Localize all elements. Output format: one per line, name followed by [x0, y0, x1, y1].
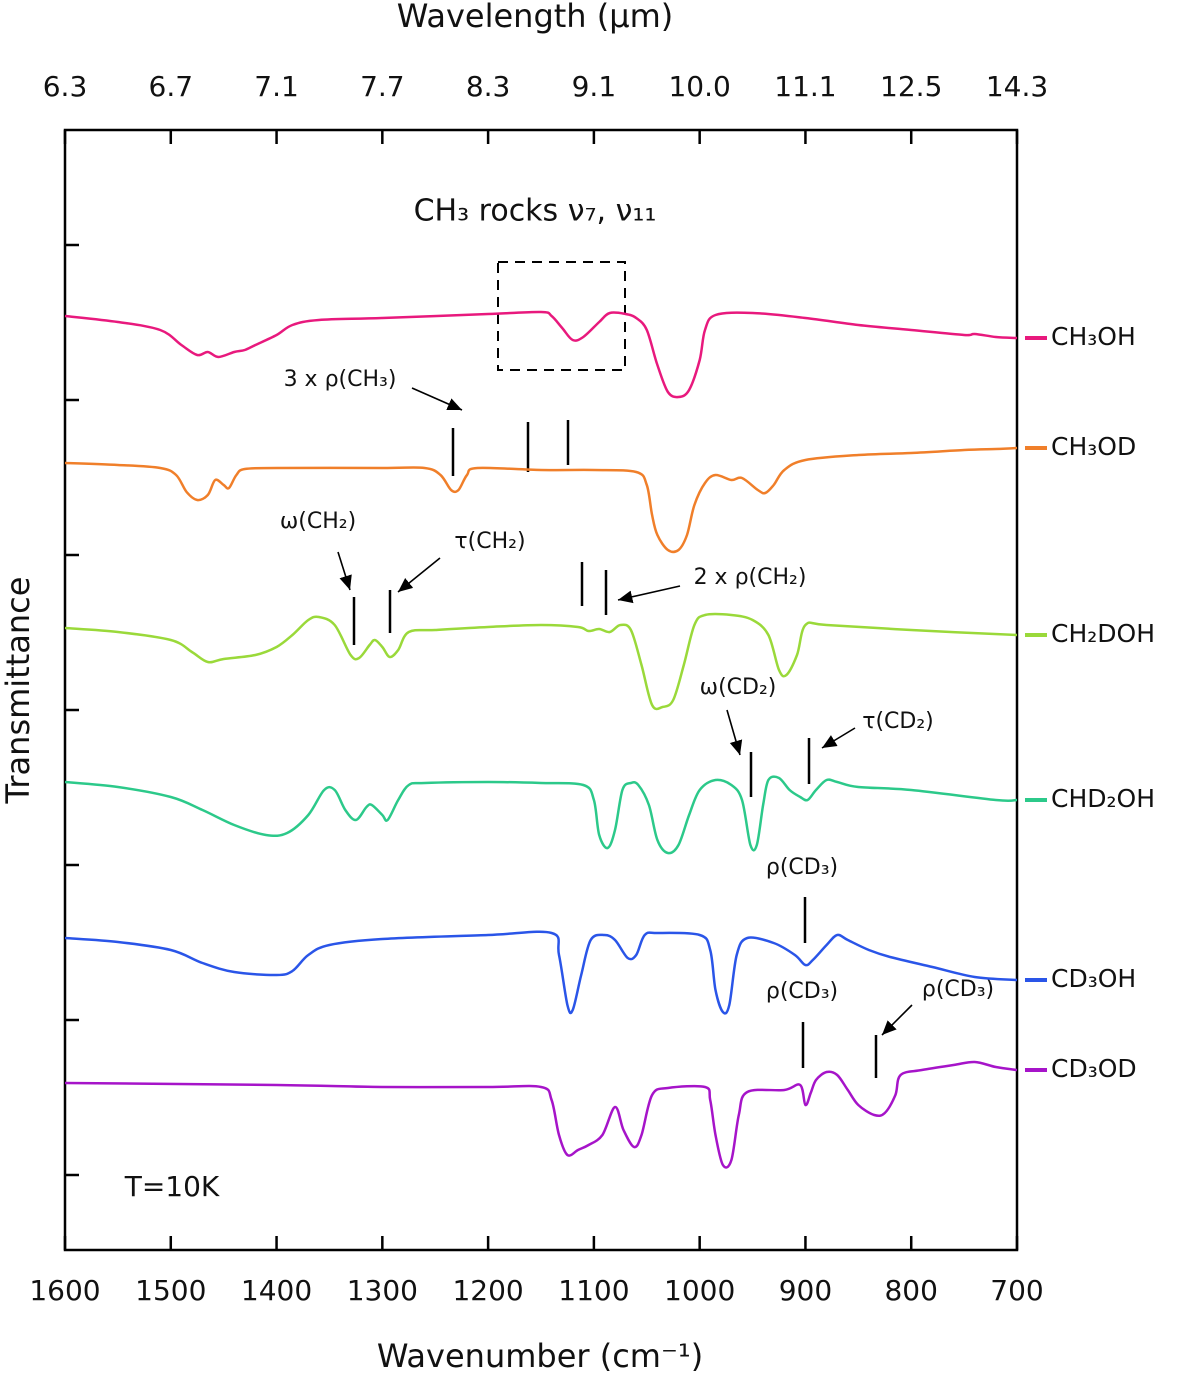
annotation: ω(CD₂) [700, 675, 777, 700]
chart-title: CH₃ rocks ν₇, ν₁₁ [414, 194, 657, 229]
legend-label: CH₂DOH [1051, 619, 1155, 648]
x-tick-label: 700 [990, 1274, 1043, 1307]
annotation: ρ(CD₃) [922, 977, 994, 1002]
x2-axis-label: Wavelength (µm) [397, 0, 674, 35]
legend-label: CD₃OH [1051, 964, 1136, 993]
spectrum-line [64, 1060, 1018, 1169]
arrow [411, 387, 463, 411]
legend-label: CHD₂OH [1051, 784, 1155, 813]
legend-label: CH₃OH [1051, 322, 1136, 351]
x2-tick-label: 12.5 [880, 70, 942, 103]
spectrum-line [64, 446, 1018, 554]
x-tick-label: 800 [884, 1274, 937, 1307]
arrow [821, 727, 856, 749]
x2-tick-label: 7.1 [254, 70, 299, 103]
legend-label: CH₃OD [1051, 432, 1136, 461]
x2-tick-label: 14.3 [986, 70, 1048, 103]
x2-tick-label: 11.1 [774, 70, 836, 103]
annotation: τ(CD₂) [862, 709, 934, 734]
x-tick-label: 1000 [664, 1274, 735, 1307]
x-tick-label: 1200 [452, 1274, 523, 1307]
annotations: 3 x ρ(CH₃) ω(CH₂) τ(CH₂) 2 x ρ(CH₂) ω(CD… [124, 367, 994, 1203]
x2-tick-label: 10.0 [668, 70, 730, 103]
legend-label: CD₃OD [1051, 1054, 1137, 1083]
x-tick-label: 900 [779, 1274, 832, 1307]
spectrum-line [64, 310, 1018, 399]
arrow [397, 557, 441, 593]
x2-tick-label: 6.3 [43, 70, 88, 103]
annotation: ω(CH₂) [280, 509, 356, 534]
x-tick-label: 1600 [29, 1274, 100, 1307]
annotation: 2 x ρ(CH₂) [694, 565, 807, 590]
x2-tick-label: 7.7 [360, 70, 405, 103]
spectrum-line [64, 930, 1018, 1015]
arrow [881, 1004, 913, 1036]
highlight-box [497, 261, 626, 371]
x2-tick-label: 8.3 [466, 70, 511, 103]
x-tick-label: 1400 [241, 1274, 312, 1307]
annotation: T=10K [124, 1170, 220, 1203]
x-tick-label: 1300 [347, 1274, 418, 1307]
annotation: ρ(CD₃) [766, 855, 838, 880]
x2-tick-label: 9.1 [572, 70, 617, 103]
x-tick-label: 1100 [558, 1274, 629, 1307]
x-axis-label: Wavenumber (cm⁻¹) [377, 1337, 703, 1375]
annotation: ρ(CD₃) [766, 979, 838, 1004]
x-tick-label: 1500 [135, 1274, 206, 1307]
plot-frame [63, 128, 1019, 1252]
spectrum-line [64, 612, 1018, 711]
arrow [726, 709, 743, 756]
spectrum-line [64, 775, 1018, 855]
arrow [337, 551, 352, 591]
arrow [617, 585, 681, 604]
x2-tick-label: 6.7 [149, 70, 194, 103]
annotation: τ(CH₂) [454, 529, 525, 554]
annotation: 3 x ρ(CH₃) [284, 367, 397, 392]
y-axis-label: Transmittance [0, 577, 37, 805]
